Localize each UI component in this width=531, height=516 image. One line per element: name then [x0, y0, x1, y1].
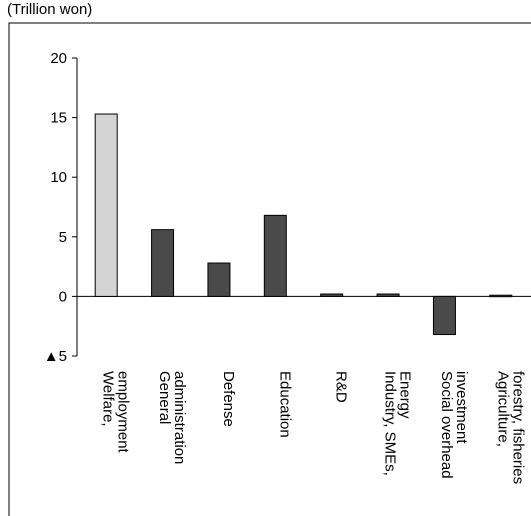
x-tick-label: Welfare,	[100, 371, 117, 427]
y-tick-label: ▲5	[44, 348, 67, 365]
x-tick-label: R&D	[333, 371, 350, 403]
y-tick-label: 5	[59, 229, 67, 246]
y-tick-label: 10	[50, 169, 67, 186]
bar	[376, 293, 400, 297]
bar	[432, 295, 456, 336]
bars	[94, 113, 513, 336]
x-tick-label: Agriculture,	[494, 371, 511, 447]
y-tick-label: 15	[50, 110, 67, 127]
y-tick-label: 0	[59, 288, 67, 305]
x-tick-label: General	[156, 371, 173, 424]
x-tick-label: administration	[171, 371, 188, 464]
y-tick-label: 20	[50, 50, 67, 67]
bar	[151, 229, 175, 297]
bar	[320, 293, 344, 297]
bar	[489, 294, 513, 298]
x-tick-label: Defense	[220, 371, 237, 427]
plot-frame	[8, 22, 531, 516]
x-tick-label: investment	[453, 371, 470, 444]
bar	[207, 262, 231, 297]
x-tick-label: Education	[276, 371, 293, 438]
bar	[94, 113, 118, 297]
x-tick-label: employment	[115, 371, 132, 454]
unit-label: (Trillion won)	[7, 1, 93, 18]
x-tick-label: forestry, fisheries	[509, 371, 526, 484]
bar	[263, 214, 287, 297]
x-tick-label: Energy	[397, 371, 414, 419]
x-tick-label: Social overhead	[438, 371, 455, 479]
x-tick-label: Industry, SMEs,	[382, 371, 399, 476]
